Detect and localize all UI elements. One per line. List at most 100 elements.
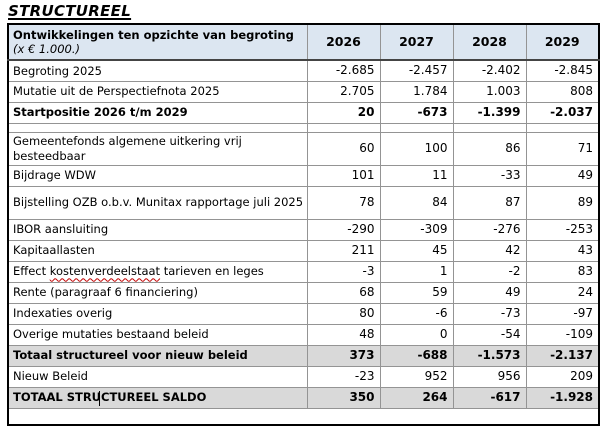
table-row-kapitaallasten: Kapitaallasten 211 45 42 43 — [7, 239, 600, 262]
cell-value[interactable]: 43 — [525, 239, 600, 262]
cell-value[interactable]: 1.003 — [452, 80, 527, 103]
cell-value[interactable]: 42 — [452, 239, 527, 262]
cell-value[interactable]: 956 — [452, 365, 527, 388]
row-label[interactable]: Gemeentefonds algemene uitkering vrij be… — [7, 131, 308, 166]
cell-value[interactable]: 2.705 — [306, 80, 381, 103]
cell-value[interactable]: 49 — [452, 281, 527, 304]
cell-value[interactable]: -1.573 — [452, 344, 527, 367]
cell-value[interactable]: 48 — [306, 323, 381, 346]
table-row-bijdrage-wdw: Bijdrage WDW 101 11 -33 49 — [7, 164, 600, 187]
cell-value[interactable]: 68 — [306, 281, 381, 304]
misspelled-word: kostenverdeelstaat — [49, 264, 161, 279]
budget-table: Ontwikkelingen ten opzichte van begrotin… — [7, 23, 600, 426]
cell-value[interactable]: 49 — [525, 164, 600, 187]
header-year-2028[interactable]: 2028 — [452, 23, 527, 61]
cell-value[interactable]: 59 — [379, 281, 454, 304]
table-row-effect-kostenverdeelstaat: Effect kostenverdeelstaat tarieven en le… — [7, 260, 600, 283]
row-label[interactable]: TOTAAL STRUCTUREEL SALDO — [7, 386, 308, 409]
cell-value[interactable]: -2.037 — [525, 101, 600, 124]
cell-value[interactable]: 264 — [379, 386, 454, 409]
row-label[interactable]: Begroting 2025 — [7, 59, 308, 82]
row-label[interactable]: Mutatie uit de Perspectiefnota 2025 — [7, 80, 308, 103]
cell-value[interactable]: 83 — [525, 260, 600, 283]
cell-value[interactable]: -276 — [452, 218, 527, 241]
cell-value[interactable]: -2.137 — [525, 344, 600, 367]
cell-value[interactable]: -6 — [379, 302, 454, 325]
cell-value[interactable]: 24 — [525, 281, 600, 304]
cell-value[interactable]: 209 — [525, 365, 600, 388]
cell-value[interactable]: 1.784 — [379, 80, 454, 103]
cell-value[interactable]: -73 — [452, 302, 527, 325]
row-label[interactable]: Overige mutaties bestaand beleid — [7, 323, 308, 346]
cell-value[interactable]: -23 — [306, 365, 381, 388]
cell-value[interactable]: 45 — [379, 239, 454, 262]
cell-value[interactable]: 86 — [452, 131, 527, 166]
header-row: Ontwikkelingen ten opzichte van begrotin… — [7, 23, 600, 61]
cell-value[interactable]: 84 — [379, 185, 454, 220]
cell-value[interactable]: -2.457 — [379, 59, 454, 82]
cell-value[interactable]: 20 — [306, 101, 381, 124]
cell-value[interactable]: 808 — [525, 80, 600, 103]
table-row-bijstelling-ozb: Bijstelling OZB o.b.v. Munitax rapportag… — [7, 185, 600, 220]
cell-value[interactable]: -673 — [379, 101, 454, 124]
cell-value[interactable]: -1.928 — [525, 386, 600, 409]
cell-value[interactable]: -2 — [452, 260, 527, 283]
cell-value[interactable]: -54 — [452, 323, 527, 346]
row-label[interactable]: Bijstelling OZB o.b.v. Munitax rapportag… — [7, 185, 308, 220]
cell-value[interactable]: -2.845 — [525, 59, 600, 82]
cell-value[interactable]: -1.399 — [452, 101, 527, 124]
cell-value[interactable]: -290 — [306, 218, 381, 241]
header-title-cell[interactable]: Ontwikkelingen ten opzichte van begrotin… — [7, 23, 308, 61]
row-label[interactable]: Startpositie 2026 t/m 2029 — [7, 101, 308, 124]
row-label[interactable]: Totaal structureel voor nieuw beleid — [7, 344, 308, 367]
header-year-2027[interactable]: 2027 — [379, 23, 454, 61]
cell-value[interactable]: -3 — [306, 260, 381, 283]
table-row-indexaties: Indexaties overig 80 -6 -73 -97 — [7, 302, 600, 325]
cell-value[interactable]: -109 — [525, 323, 600, 346]
table-row-ibor: IBOR aansluiting -290 -309 -276 -253 — [7, 218, 600, 241]
cell-value[interactable]: 80 — [306, 302, 381, 325]
blank-cell — [8, 407, 599, 426]
cell-value[interactable]: 87 — [452, 185, 527, 220]
cell-value[interactable]: 78 — [306, 185, 381, 220]
cell-value[interactable]: 0 — [379, 323, 454, 346]
row-label[interactable]: IBOR aansluiting — [7, 218, 308, 241]
row-label[interactable]: Rente (paragraaf 6 financiering) — [7, 281, 308, 304]
text-caret — [99, 390, 100, 406]
cell-value[interactable]: -309 — [379, 218, 454, 241]
cell-value[interactable]: 60 — [306, 131, 381, 166]
cell-value[interactable]: 11 — [379, 164, 454, 187]
cell-value[interactable]: 952 — [379, 365, 454, 388]
row-label[interactable]: Nieuw Beleid — [7, 365, 308, 388]
cell-value[interactable]: -253 — [525, 218, 600, 241]
cell-value[interactable]: -97 — [525, 302, 600, 325]
row-label[interactable]: Effect kostenverdeelstaat tarieven en le… — [7, 260, 308, 283]
cell-value[interactable]: 1 — [379, 260, 454, 283]
label-text: Effect — [13, 264, 50, 279]
spacer-cell — [306, 122, 381, 133]
header-year-2029[interactable]: 2029 — [525, 23, 600, 61]
header-year-2026[interactable]: 2026 — [306, 23, 381, 61]
label-text: tarieven en leges — [160, 264, 264, 279]
cell-value[interactable]: -2.402 — [452, 59, 527, 82]
cell-value[interactable]: 89 — [525, 185, 600, 220]
table-row-totaal-structureel-saldo: TOTAAL STRUCTUREEL SALDO 350 264 -617 -1… — [7, 386, 600, 409]
cell-value[interactable]: -33 — [452, 164, 527, 187]
cell-value[interactable]: 101 — [306, 164, 381, 187]
cell-value[interactable]: 211 — [306, 239, 381, 262]
page-title[interactable]: STRUCTUREEL — [8, 2, 132, 20]
cell-value[interactable]: 100 — [379, 131, 454, 166]
row-label[interactable]: Indexaties overig — [7, 302, 308, 325]
table-row-overige-mutaties: Overige mutaties bestaand beleid 48 0 -5… — [7, 323, 600, 346]
row-label[interactable]: Kapitaallasten — [7, 239, 308, 262]
cell-value[interactable]: 350 — [306, 386, 381, 409]
cell-value[interactable]: 71 — [525, 131, 600, 166]
cell-value[interactable]: -617 — [452, 386, 527, 409]
row-label[interactable]: Bijdrage WDW — [7, 164, 308, 187]
table-row-mutatie-perspectiefnota: Mutatie uit de Perspectiefnota 2025 2.70… — [7, 80, 600, 103]
cell-value[interactable]: -2.685 — [306, 59, 381, 82]
cell-value[interactable]: -688 — [379, 344, 454, 367]
table-row-startpositie: Startpositie 2026 t/m 2029 20 -673 -1.39… — [7, 101, 600, 124]
cell-value[interactable]: 373 — [306, 344, 381, 367]
blank-row — [8, 407, 599, 426]
